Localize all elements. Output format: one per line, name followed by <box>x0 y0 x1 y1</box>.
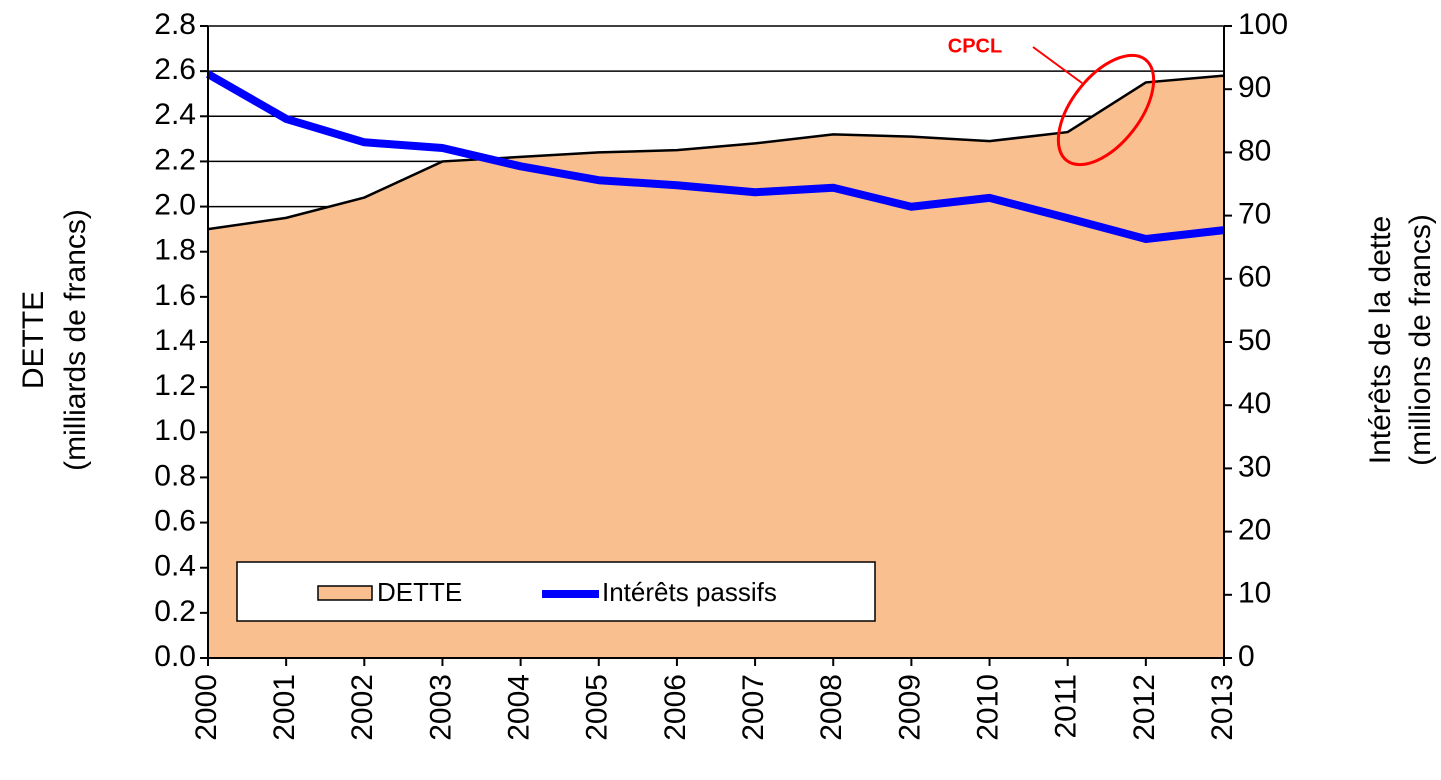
line <box>206 70 1225 243</box>
x-tick-label: 2011 <box>1050 674 1083 739</box>
y2-tick-label: 80 <box>1238 134 1271 167</box>
y-tick-label: 2.4 <box>154 98 196 131</box>
annotation-ellipse <box>1056 53 1156 167</box>
area <box>208 75 1224 658</box>
y2-tick-label: 20 <box>1238 514 1271 547</box>
y-tick-label: 0.0 <box>154 640 196 673</box>
annotation-pointer <box>1032 46 1083 84</box>
y-tick-label: 1.6 <box>154 279 196 312</box>
y2-tick-label: 30 <box>1238 450 1271 483</box>
y-tick-label: 0.8 <box>154 459 196 492</box>
y-tick-label: 2.2 <box>154 143 196 176</box>
y2-axis-title: Intérêts de la dette <box>1364 216 1397 465</box>
y2-tick-label: 40 <box>1238 387 1271 420</box>
y-tick-label: 1.0 <box>154 414 196 447</box>
x-tick-label: 2001 <box>268 674 301 741</box>
area-outline <box>207 74 1225 231</box>
y-tick-label: 2.8 <box>154 8 196 41</box>
x-tick-label: 2008 <box>815 674 848 741</box>
x-tick-label: 2009 <box>893 674 926 741</box>
x-tick-label: 2000 <box>190 674 223 741</box>
annotation: CPCL <box>948 35 1002 57</box>
y2-tick-label: 10 <box>1238 577 1271 610</box>
y2-tick-label: 60 <box>1238 261 1271 294</box>
y-tick-label: 1.2 <box>154 369 196 402</box>
legend-swatch <box>317 585 373 601</box>
x-tick-label: 2003 <box>424 674 457 741</box>
x-tick-label: 2005 <box>581 674 614 741</box>
y-tick-label: 2.0 <box>154 188 196 221</box>
x-tick-label: 2012 <box>1128 674 1161 741</box>
legend-label: Intérêts passifs <box>602 577 777 607</box>
x-tick-label: 2002 <box>346 674 379 741</box>
y-tick-label: 2.6 <box>154 53 196 86</box>
y2-axis-title: (millions de francs) <box>1404 214 1437 466</box>
y-tick-label: 0.6 <box>154 504 196 537</box>
y-axis-title: (milliards de francs) <box>59 209 92 471</box>
y2-tick-label: 50 <box>1238 324 1271 357</box>
y-tick-label: 1.4 <box>154 324 196 357</box>
y2-tick-label: 100 <box>1238 8 1288 41</box>
y-tick-label: 0.4 <box>154 550 196 583</box>
y-axis-title: DETTE <box>17 291 50 389</box>
legend-label: DETTE <box>377 577 462 607</box>
x-tick-label: 2013 <box>1206 674 1239 741</box>
x-tick-label: 2006 <box>659 674 692 741</box>
y2-tick-label: 70 <box>1238 198 1271 231</box>
x-tick-label: 2004 <box>503 674 536 741</box>
x-tick-label: 2007 <box>737 674 770 741</box>
y2-tick-label: 90 <box>1238 71 1271 104</box>
y-tick-label: 0.2 <box>154 595 196 628</box>
y-tick-label: 1.8 <box>154 234 196 267</box>
x-tick-label: 2010 <box>971 674 1004 741</box>
y2-tick-label: 0 <box>1238 640 1255 673</box>
